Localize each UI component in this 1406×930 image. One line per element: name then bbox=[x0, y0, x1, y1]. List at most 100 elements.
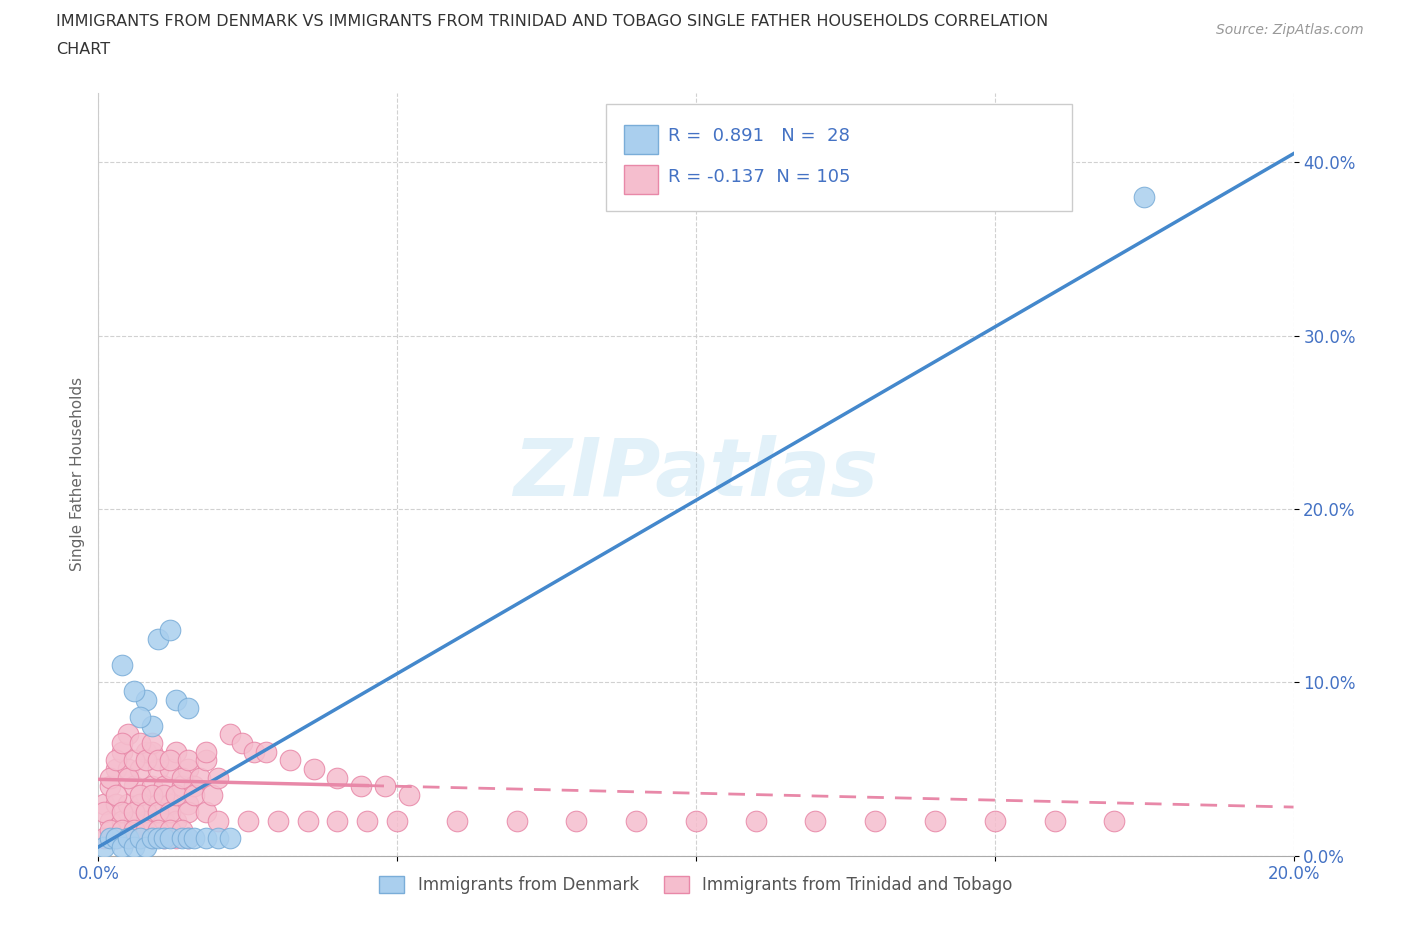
Point bbox=[135, 753, 157, 768]
Point bbox=[219, 830, 242, 845]
Point bbox=[626, 814, 648, 829]
Legend: Immigrants from Denmark, Immigrants from Trinidad and Tobago: Immigrants from Denmark, Immigrants from… bbox=[373, 870, 1019, 900]
Point bbox=[129, 736, 152, 751]
Point bbox=[93, 804, 115, 819]
Point bbox=[153, 778, 176, 793]
Point bbox=[135, 692, 157, 707]
Point bbox=[93, 796, 115, 811]
Point bbox=[159, 753, 181, 768]
Point bbox=[243, 744, 266, 759]
Point bbox=[135, 822, 157, 837]
Point bbox=[278, 753, 301, 768]
Point bbox=[177, 830, 200, 845]
Point bbox=[117, 796, 139, 811]
Point bbox=[183, 788, 205, 803]
FancyBboxPatch shape bbox=[624, 125, 658, 154]
Point bbox=[141, 778, 163, 793]
Point bbox=[159, 804, 181, 819]
Point bbox=[98, 770, 122, 785]
Point bbox=[159, 796, 181, 811]
Point bbox=[207, 830, 229, 845]
Point bbox=[1043, 814, 1066, 829]
Point bbox=[148, 822, 170, 837]
Point bbox=[105, 830, 128, 845]
Point bbox=[804, 814, 827, 829]
Point bbox=[93, 840, 115, 855]
Point bbox=[231, 736, 253, 751]
FancyBboxPatch shape bbox=[606, 104, 1073, 211]
Point bbox=[153, 814, 176, 829]
Point bbox=[148, 830, 170, 845]
Point bbox=[129, 830, 152, 845]
Point bbox=[1104, 814, 1126, 829]
Point bbox=[159, 830, 181, 845]
Point bbox=[153, 830, 176, 845]
Point bbox=[98, 822, 122, 837]
Point bbox=[297, 814, 319, 829]
Point bbox=[374, 778, 396, 793]
Point bbox=[984, 814, 1007, 829]
Point bbox=[135, 814, 157, 829]
Point bbox=[111, 744, 134, 759]
Point bbox=[111, 804, 134, 819]
Point bbox=[141, 788, 163, 803]
Point bbox=[129, 796, 152, 811]
Point bbox=[165, 788, 187, 803]
Point bbox=[148, 762, 170, 777]
Point bbox=[135, 804, 157, 819]
Point bbox=[195, 753, 218, 768]
Point bbox=[111, 840, 134, 855]
Point bbox=[141, 718, 163, 733]
Point bbox=[153, 830, 176, 845]
Point bbox=[105, 753, 128, 768]
Point bbox=[183, 830, 205, 845]
Point bbox=[326, 814, 349, 829]
Text: CHART: CHART bbox=[56, 42, 110, 57]
Point bbox=[105, 830, 128, 845]
Point bbox=[165, 744, 187, 759]
Point bbox=[165, 814, 187, 829]
Text: R = -0.137  N = 105: R = -0.137 N = 105 bbox=[668, 168, 851, 186]
Point bbox=[148, 796, 170, 811]
Point bbox=[207, 770, 229, 785]
Point bbox=[165, 830, 187, 845]
Point bbox=[141, 736, 163, 751]
Point bbox=[201, 788, 224, 803]
Point bbox=[129, 762, 152, 777]
Point bbox=[117, 770, 139, 785]
Point bbox=[135, 840, 157, 855]
Point bbox=[183, 778, 205, 793]
Point bbox=[105, 762, 128, 777]
Point bbox=[124, 822, 146, 837]
Point bbox=[195, 744, 218, 759]
Point bbox=[159, 623, 181, 638]
Point bbox=[177, 753, 200, 768]
Point bbox=[111, 814, 134, 829]
Point bbox=[153, 788, 176, 803]
Point bbox=[506, 814, 529, 829]
Point bbox=[302, 762, 325, 777]
Point bbox=[98, 814, 122, 829]
Point bbox=[326, 770, 349, 785]
Point bbox=[124, 804, 146, 819]
Point bbox=[195, 804, 218, 819]
Point bbox=[117, 727, 139, 742]
Point bbox=[172, 822, 194, 837]
Point bbox=[148, 804, 170, 819]
Point bbox=[177, 804, 200, 819]
Point bbox=[172, 830, 194, 845]
Point bbox=[148, 631, 170, 646]
Point bbox=[117, 830, 139, 845]
Text: Source: ZipAtlas.com: Source: ZipAtlas.com bbox=[1216, 23, 1364, 37]
Point bbox=[117, 762, 139, 777]
Point bbox=[446, 814, 468, 829]
Point bbox=[207, 814, 229, 829]
Point bbox=[172, 770, 194, 785]
Text: IMMIGRANTS FROM DENMARK VS IMMIGRANTS FROM TRINIDAD AND TOBAGO SINGLE FATHER HOU: IMMIGRANTS FROM DENMARK VS IMMIGRANTS FR… bbox=[56, 14, 1049, 29]
Point bbox=[924, 814, 946, 829]
Point bbox=[129, 830, 152, 845]
Point bbox=[177, 796, 200, 811]
Point bbox=[865, 814, 887, 829]
Y-axis label: Single Father Households: Single Father Households bbox=[69, 378, 84, 571]
Point bbox=[98, 830, 122, 845]
